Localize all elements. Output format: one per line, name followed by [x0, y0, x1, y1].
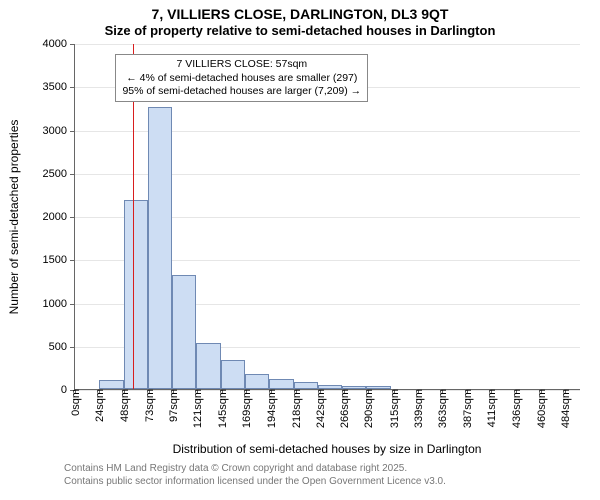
xtick-label: 436sqm — [509, 389, 523, 428]
xtick-label: 363sqm — [435, 389, 449, 428]
xtick-label: 145sqm — [215, 389, 229, 428]
histogram-bar — [124, 200, 148, 389]
y-axis-label: Number of semi-detached properties — [7, 120, 21, 315]
histogram-bar — [269, 379, 293, 389]
ytick-label: 1500 — [43, 254, 75, 266]
xtick-label: 121sqm — [190, 389, 204, 428]
xtick-label: 169sqm — [239, 389, 253, 428]
xtick-label: 0sqm — [68, 389, 82, 416]
xtick-label: 411sqm — [484, 389, 498, 427]
xtick-label: 73sqm — [142, 389, 156, 422]
annotation-line: ← 4% of semi-detached houses are smaller… — [122, 72, 361, 85]
footer-line1: Contains HM Land Registry data © Crown c… — [64, 462, 446, 475]
footer-line2: Contains public sector information licen… — [64, 475, 446, 488]
xtick-label: 218sqm — [289, 389, 303, 428]
annotation-line: 7 VILLIERS CLOSE: 57sqm — [122, 58, 361, 71]
ytick-label: 2500 — [43, 168, 75, 180]
x-axis-label: Distribution of semi-detached houses by … — [173, 442, 482, 456]
ytick-label: 3500 — [43, 81, 75, 93]
histogram-bar — [172, 275, 196, 389]
histogram-bar — [196, 343, 220, 389]
gridline — [75, 44, 580, 45]
xtick-label: 290sqm — [361, 389, 375, 428]
xtick-label: 266sqm — [337, 389, 351, 428]
plot-area: 050010001500200025003000350040000sqm24sq… — [74, 44, 580, 390]
annotation-line: 95% of semi-detached houses are larger (… — [122, 85, 361, 98]
xtick-label: 24sqm — [92, 389, 106, 422]
chart-title-line2: Size of property relative to semi-detach… — [0, 23, 600, 39]
histogram-bar — [245, 374, 269, 389]
chart-title-line1: 7, VILLIERS CLOSE, DARLINGTON, DL3 9QT — [0, 0, 600, 23]
xtick-label: 387sqm — [460, 389, 474, 428]
attribution-footer: Contains HM Land Registry data © Crown c… — [64, 462, 446, 488]
xtick-label: 484sqm — [558, 389, 572, 428]
xtick-label: 315sqm — [387, 389, 401, 428]
xtick-label: 97sqm — [166, 389, 180, 422]
histogram-bar — [148, 107, 172, 389]
xtick-label: 48sqm — [117, 389, 131, 422]
chart-container: 7, VILLIERS CLOSE, DARLINGTON, DL3 9QT S… — [0, 0, 600, 500]
histogram-bar — [294, 382, 318, 389]
ytick-label: 500 — [49, 341, 75, 353]
ytick-label: 2000 — [43, 211, 75, 223]
ytick-label: 3000 — [43, 125, 75, 137]
annotation-box: 7 VILLIERS CLOSE: 57sqm← 4% of semi-deta… — [115, 54, 368, 101]
xtick-label: 194sqm — [264, 389, 278, 428]
histogram-bar — [99, 380, 123, 390]
xtick-label: 339sqm — [411, 389, 425, 428]
xtick-label: 460sqm — [534, 389, 548, 428]
xtick-label: 242sqm — [313, 389, 327, 428]
histogram-bar — [221, 360, 245, 389]
ytick-label: 1000 — [43, 298, 75, 310]
ytick-label: 4000 — [43, 38, 75, 50]
